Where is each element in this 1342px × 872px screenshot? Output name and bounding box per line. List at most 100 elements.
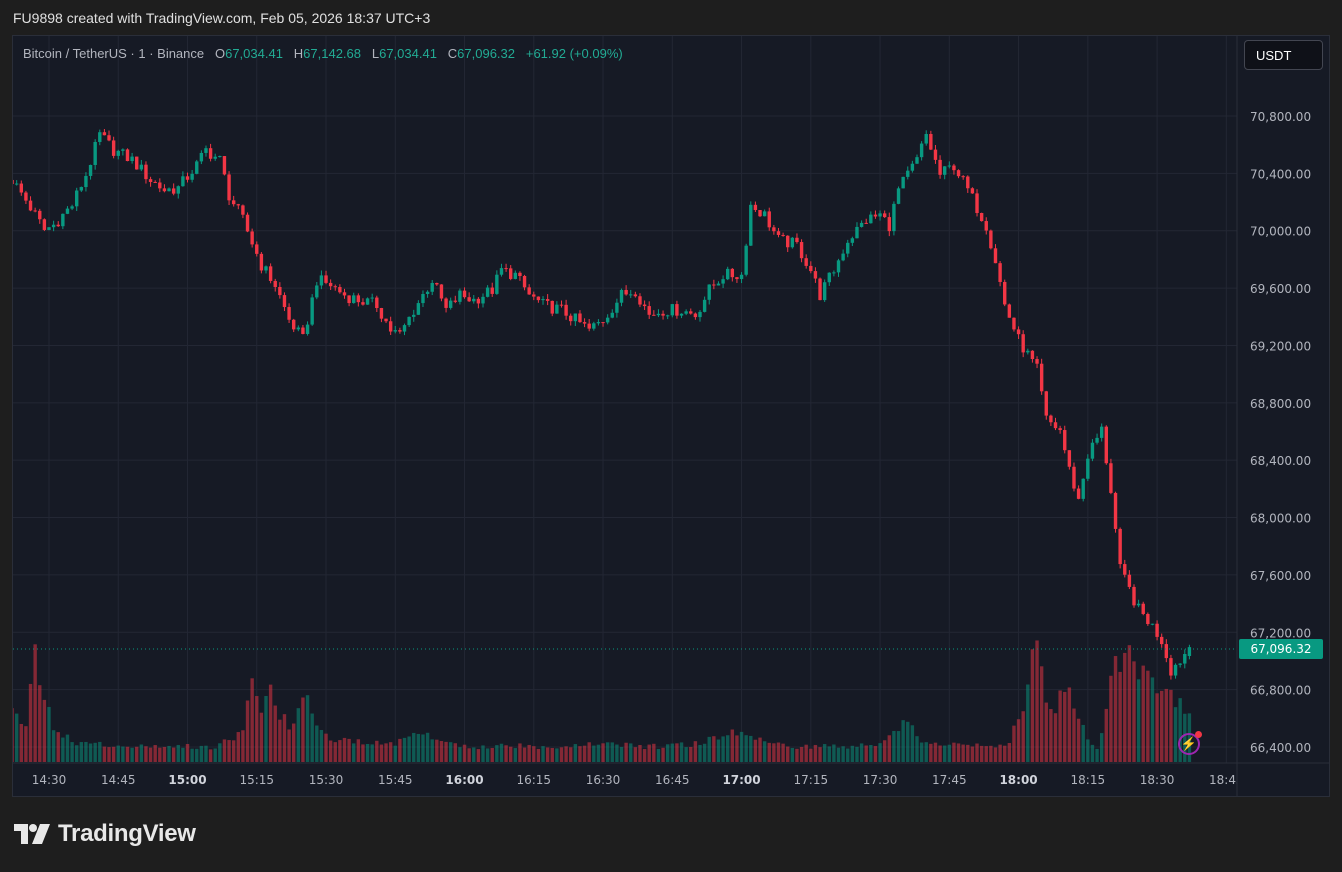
candle-body[interactable] xyxy=(499,268,504,275)
candle-body[interactable] xyxy=(324,275,328,283)
candle-body[interactable] xyxy=(799,242,804,259)
candle-body[interactable] xyxy=(1169,658,1173,676)
candle-body[interactable] xyxy=(402,325,407,332)
candle-body[interactable] xyxy=(1095,437,1099,443)
candle-body[interactable] xyxy=(633,294,638,297)
candle-body[interactable] xyxy=(910,163,915,171)
candle-body[interactable] xyxy=(476,298,481,304)
candle-body[interactable] xyxy=(51,224,56,228)
candle-body[interactable] xyxy=(670,304,674,316)
candle-body[interactable] xyxy=(416,303,421,315)
candle-body[interactable] xyxy=(522,276,527,288)
candle-body[interactable] xyxy=(439,284,444,299)
candle-body[interactable] xyxy=(472,298,476,302)
candle-body[interactable] xyxy=(388,321,393,332)
candle-body[interactable] xyxy=(873,214,878,217)
candle-body[interactable] xyxy=(384,318,388,322)
candle-body[interactable] xyxy=(1173,664,1178,676)
candle-body[interactable] xyxy=(111,140,116,156)
candle-body[interactable] xyxy=(739,274,744,280)
candle-body[interactable] xyxy=(310,297,314,325)
candle-body[interactable] xyxy=(328,282,333,287)
candle-body[interactable] xyxy=(278,286,282,296)
candle-body[interactable] xyxy=(398,330,402,332)
candle-body[interactable] xyxy=(162,188,167,192)
candle-body[interactable] xyxy=(804,258,808,266)
candle-body[interactable] xyxy=(527,287,531,295)
candle-body[interactable] xyxy=(10,179,14,185)
candle-body[interactable] xyxy=(716,283,721,286)
candle-body[interactable] xyxy=(1118,528,1122,565)
candle-body[interactable] xyxy=(647,306,651,315)
candle-body[interactable] xyxy=(1076,488,1081,499)
candle-body[interactable] xyxy=(638,296,642,305)
candle-body[interactable] xyxy=(365,298,370,305)
candle-body[interactable] xyxy=(412,314,416,317)
candle-body[interactable] xyxy=(684,311,688,314)
candle-body[interactable] xyxy=(730,268,735,278)
candle-body[interactable] xyxy=(1081,478,1085,499)
candle-body[interactable] xyxy=(218,156,222,158)
candle-body[interactable] xyxy=(1150,623,1155,625)
candle-body[interactable] xyxy=(1086,458,1090,479)
candle-body[interactable] xyxy=(121,149,125,151)
candle-body[interactable] xyxy=(661,313,665,316)
candle-body[interactable] xyxy=(582,322,587,324)
candle-body[interactable] xyxy=(448,300,453,308)
candle-body[interactable] xyxy=(906,170,910,177)
candle-body[interactable] xyxy=(425,291,430,294)
candle-body[interactable] xyxy=(989,230,993,249)
candle-body[interactable] xyxy=(19,183,23,193)
candle-body[interactable] xyxy=(296,327,301,330)
candle-body[interactable] xyxy=(1146,613,1150,625)
candle-body[interactable] xyxy=(915,157,919,164)
candle-body[interactable] xyxy=(167,188,171,192)
candle-body[interactable] xyxy=(864,222,868,224)
candle-body[interactable] xyxy=(241,205,245,215)
candle-body[interactable] xyxy=(185,176,190,180)
candle-body[interactable] xyxy=(190,173,194,180)
candle-body[interactable] xyxy=(882,213,887,218)
candle-body[interactable] xyxy=(933,149,938,160)
candle-body[interactable] xyxy=(28,200,33,211)
candle-body[interactable] xyxy=(116,150,120,156)
candle-body[interactable] xyxy=(231,200,236,205)
candle-body[interactable] xyxy=(513,272,518,279)
candle-body[interactable] xyxy=(467,297,471,302)
candle-body[interactable] xyxy=(545,299,550,301)
candle-body[interactable] xyxy=(107,135,111,141)
candle-body[interactable] xyxy=(301,327,305,334)
candle-body[interactable] xyxy=(822,282,827,301)
symbol-legend[interactable]: Bitcoin / TetherUS · 1 · Binance O67,034… xyxy=(23,46,623,61)
candle-body[interactable] xyxy=(65,208,70,214)
candle-body[interactable] xyxy=(712,284,716,286)
candle-body[interactable] xyxy=(1035,359,1039,364)
candle-body[interactable] xyxy=(370,297,374,299)
candle-body[interactable] xyxy=(652,314,656,316)
candle-body[interactable] xyxy=(236,204,240,206)
candle-body[interactable] xyxy=(1099,426,1104,438)
candle-body[interactable] xyxy=(1132,586,1136,606)
candle-body[interactable] xyxy=(818,278,822,301)
candle-body[interactable] xyxy=(1183,654,1187,664)
candle-body[interactable] xyxy=(268,266,273,281)
candle-body[interactable] xyxy=(947,165,952,167)
candle-body[interactable] xyxy=(869,214,873,224)
candle-body[interactable] xyxy=(33,210,37,212)
candle-body[interactable] xyxy=(596,322,601,324)
candle-body[interactable] xyxy=(619,289,624,303)
candle-body[interactable] xyxy=(919,143,924,158)
candle-body[interactable] xyxy=(569,315,573,322)
candle-body[interactable] xyxy=(208,148,213,159)
candle-body[interactable] xyxy=(407,316,411,326)
candle-body[interactable] xyxy=(679,313,684,316)
candle-body[interactable] xyxy=(776,231,781,235)
candle-body[interactable] xyxy=(767,211,771,228)
candle-body[interactable] xyxy=(665,315,670,317)
candle-body[interactable] xyxy=(749,204,753,246)
candle-body[interactable] xyxy=(458,290,462,302)
candle-body[interactable] xyxy=(70,206,74,209)
candle-body[interactable] xyxy=(38,210,42,220)
candle-body[interactable] xyxy=(956,170,961,177)
candle-body[interactable] xyxy=(319,275,324,286)
